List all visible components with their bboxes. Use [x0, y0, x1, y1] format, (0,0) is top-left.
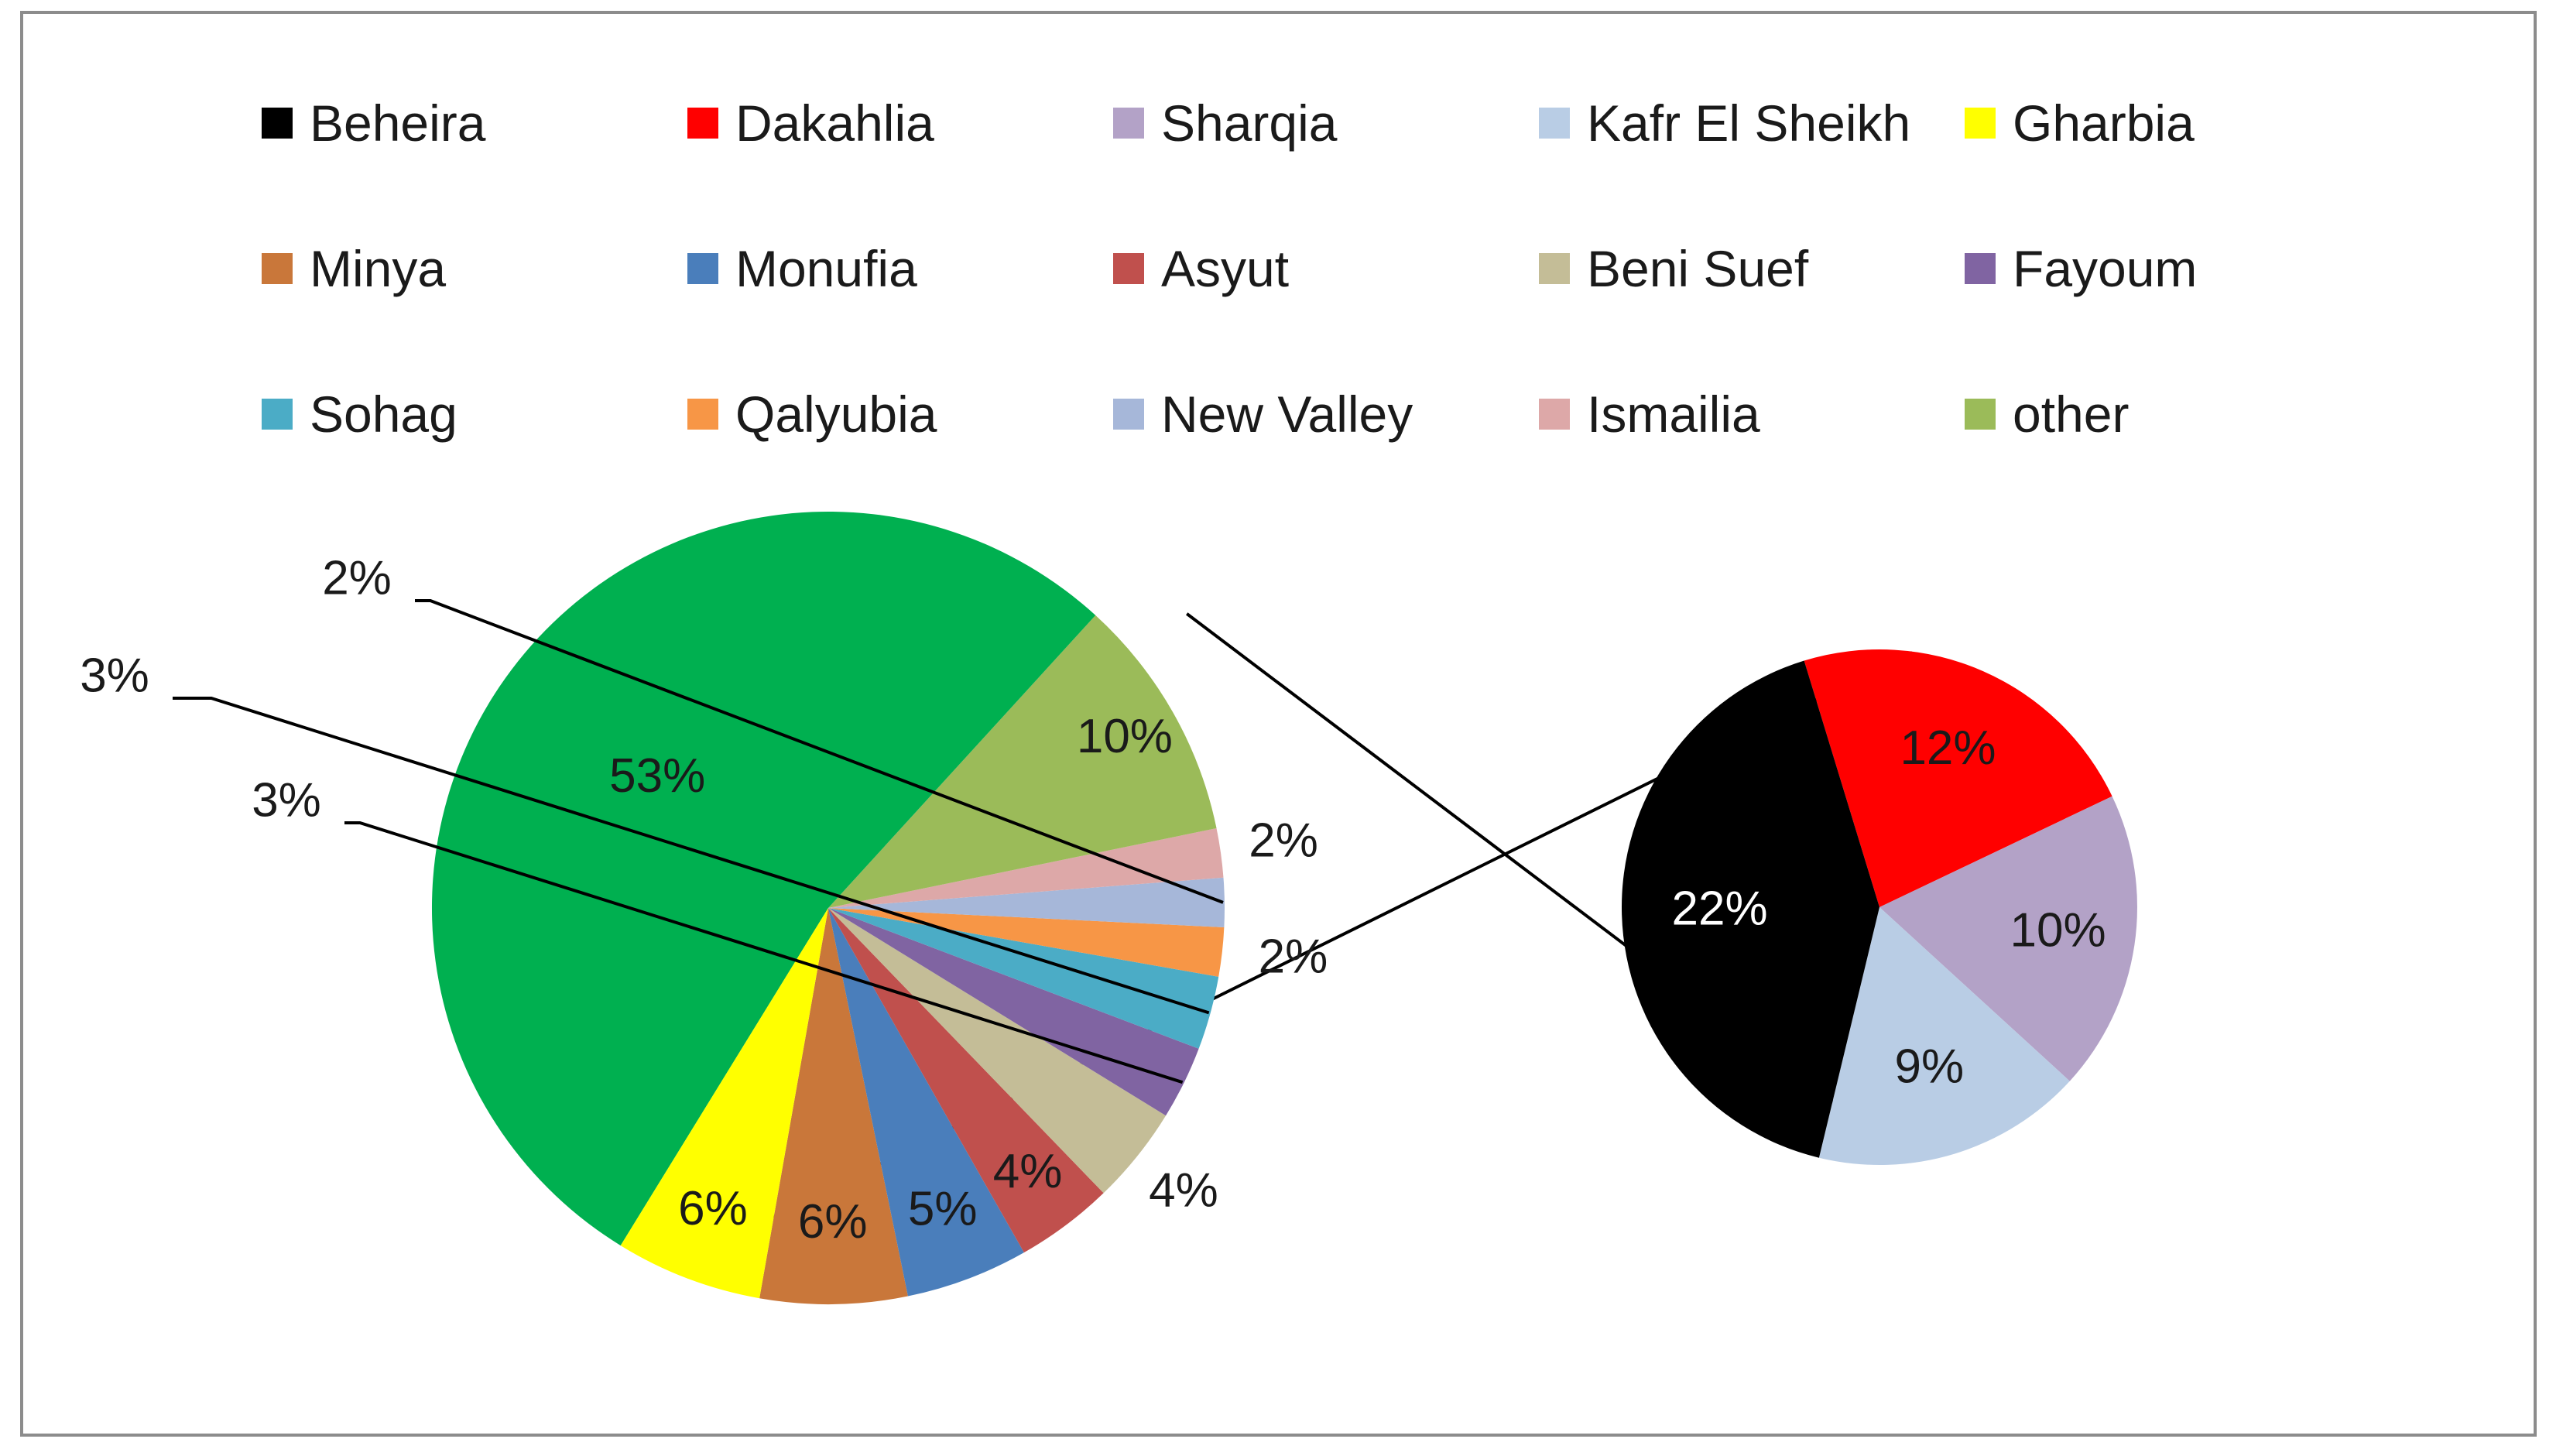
main-pie-slice-fayoum — [828, 908, 1199, 1116]
leader-lines — [173, 599, 1224, 1084]
legend-swatch-other — [1965, 399, 1996, 430]
legend-label-ismailia: Ismailia — [1587, 385, 1760, 443]
data-label-monufia: 5% — [908, 1182, 978, 1235]
data-label-beni-suef: 4% — [1149, 1163, 1218, 1217]
legend-label-monufia: Monufia — [735, 240, 917, 297]
main-pie-slice-ismailia — [828, 828, 1224, 908]
legend-label-other: other — [2013, 385, 2129, 443]
legend-swatch-dakahlia — [687, 108, 718, 139]
main-pie-slice-beni-suef — [828, 908, 1167, 1194]
legend-label-kafr-el-sheikh: Kafr El Sheikh — [1587, 94, 1910, 152]
legend-swatch-ismailia — [1539, 399, 1570, 430]
legend: Beheira Dakahlia Sharqia Kafr El Sheikh Ghar… — [262, 94, 2197, 443]
main-pie-slice-asyut — [828, 908, 1104, 1253]
main-pie — [431, 511, 1225, 1304]
leader-line-new-valley — [415, 599, 1224, 904]
data-label-aggregated-secondary: 53% — [609, 749, 705, 803]
leader-line-sohag — [173, 697, 1210, 1015]
data-label-ismailia: 2% — [1249, 814, 1318, 868]
data-label-minya: 6% — [798, 1195, 868, 1249]
legend-swatch-beheira — [262, 108, 293, 139]
legend-swatch-beni-suef — [1539, 253, 1570, 284]
legend-swatch-sohag — [262, 399, 293, 430]
legend-label-fayoum: Fayoum — [2013, 240, 2197, 297]
data-label-qalyubia: 2% — [1259, 930, 1328, 984]
legend-label-gharbia: Gharbia — [2013, 94, 2195, 152]
legend-swatch-kafr-el-sheikh — [1539, 108, 1570, 139]
secondary-pie-slice-beheira — [1621, 660, 1879, 1158]
legend-label-sharqia: Sharqia — [1161, 94, 1338, 152]
main-pie-slice-other — [828, 615, 1217, 908]
legend-swatch-fayoum — [1965, 253, 1996, 284]
leader-line-fayoum — [344, 821, 1184, 1084]
legend-swatch-new-valley — [1113, 399, 1144, 430]
main-pie-slice-monufia — [828, 908, 1024, 1297]
legend-label-dakahlia: Dakahlia — [735, 94, 934, 152]
chart-frame — [20, 11, 2537, 1437]
secondary-pie — [1621, 649, 2137, 1166]
secondary-pie-slice-sharqia — [1879, 796, 2137, 1081]
data-label-fayoum: 3% — [252, 773, 321, 827]
legend-label-new-valley: New Valley — [1161, 385, 1413, 443]
legend-label-beheira: Beheira — [310, 94, 486, 152]
main-pie-slice-new-valley — [828, 877, 1225, 928]
legend-label-asyut: Asyut — [1161, 240, 1289, 297]
data-label-beheira: 22% — [1672, 882, 1768, 936]
legend-label-sohag: Sohag — [310, 385, 457, 443]
data-label-other: 10% — [1077, 710, 1173, 763]
data-label-kafr-el-sheikh: 9% — [1894, 1040, 1964, 1094]
secondary-pie-slice-dakahlia — [1804, 649, 2112, 907]
legend-swatch-asyut — [1113, 253, 1144, 284]
main-pie-slice-gharbia — [620, 908, 828, 1299]
data-labels: 6% 5% 4% 4% 3% 3% 2% 2% 2% 10% 53% 6% 12% 10% 9% 22% — [80, 551, 2106, 1249]
data-label-sohag: 3% — [80, 649, 149, 702]
legend-label-qalyubia: Qalyubia — [735, 385, 937, 443]
legend-swatch-gharbia — [1965, 108, 1996, 139]
legend-swatch-sharqia — [1113, 108, 1144, 139]
main-pie-slice-aggregated-secondary — [431, 511, 1096, 1246]
secondary-pie-slice-kafr-el-sheikh — [1818, 907, 2070, 1166]
legend-swatch-monufia — [687, 253, 718, 284]
data-label-sharqia: 10% — [2010, 904, 2106, 958]
main-pie-slice-sohag — [828, 908, 1219, 1049]
data-label-gharbia: 6% — [678, 1182, 748, 1235]
data-label-dakahlia: 12% — [1900, 721, 1996, 775]
legend-swatch-minya — [262, 253, 293, 284]
main-pie-slice-minya — [759, 908, 908, 1304]
legend-label-minya: Minya — [310, 240, 446, 297]
legend-label-beni-suef: Beni Suef — [1587, 240, 1809, 297]
data-label-asyut: 4% — [993, 1145, 1063, 1198]
data-label-new-valley: 2% — [322, 551, 392, 605]
legend-swatch-qalyubia — [687, 399, 718, 430]
